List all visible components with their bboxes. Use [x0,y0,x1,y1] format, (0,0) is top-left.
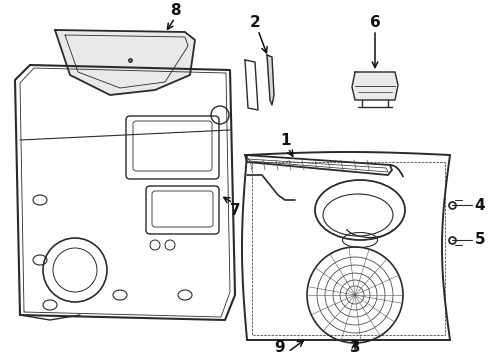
Polygon shape [267,55,274,105]
Text: 6: 6 [369,14,380,30]
Text: 4: 4 [475,198,485,212]
Polygon shape [352,72,398,100]
Text: 7: 7 [230,202,240,217]
Text: 5: 5 [475,233,485,248]
Text: 1: 1 [281,132,291,148]
Text: 2: 2 [249,14,260,30]
Polygon shape [55,30,195,95]
Text: 8: 8 [170,3,180,18]
Text: 3: 3 [350,341,360,356]
Text: 9: 9 [275,341,285,356]
